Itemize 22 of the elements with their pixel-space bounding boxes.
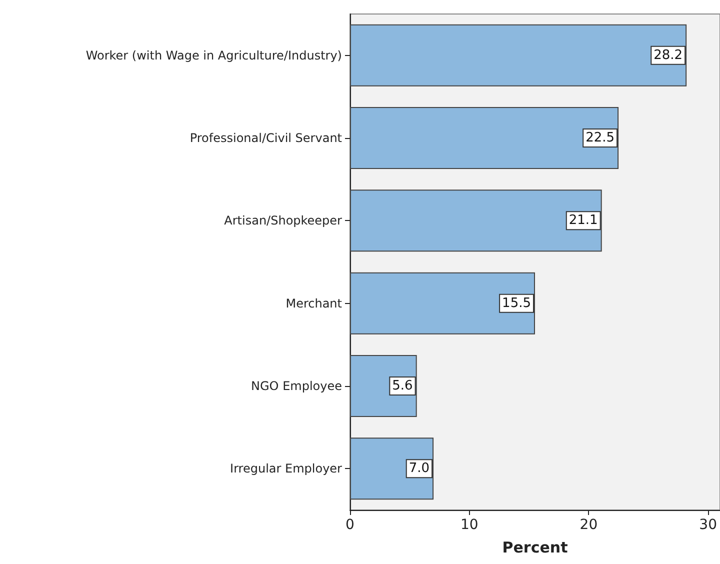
- y-tick-label: Merchant: [286, 296, 342, 310]
- data-label: 21.1: [568, 213, 598, 228]
- x-tick-label: 10: [460, 517, 478, 533]
- bar: [350, 190, 602, 252]
- data-label: 28.2: [654, 48, 683, 63]
- bar: [350, 272, 535, 334]
- y-tick-label: Artisan/Shopkeeper: [224, 214, 342, 228]
- y-tick-label: NGO Employee: [251, 379, 342, 393]
- y-tick-label: Professional/Civil Servant: [190, 131, 342, 145]
- data-label: 22.5: [586, 130, 615, 146]
- y-tick-label: Worker (with Wage in Agriculture/Industry): [86, 48, 342, 62]
- data-label: 15.5: [502, 296, 531, 311]
- x-axis-title: Percent: [502, 538, 568, 556]
- x-tick-label: 0: [346, 517, 354, 533]
- x-tick-label: 20: [580, 517, 598, 533]
- x-tick-label: 30: [699, 517, 717, 533]
- y-tick-label: Irregular Employer: [230, 462, 342, 476]
- data-label: 7.0: [408, 461, 430, 476]
- bar: [350, 438, 434, 500]
- data-label: 5.6: [392, 378, 413, 394]
- bar: [350, 24, 687, 86]
- bar: [350, 107, 619, 169]
